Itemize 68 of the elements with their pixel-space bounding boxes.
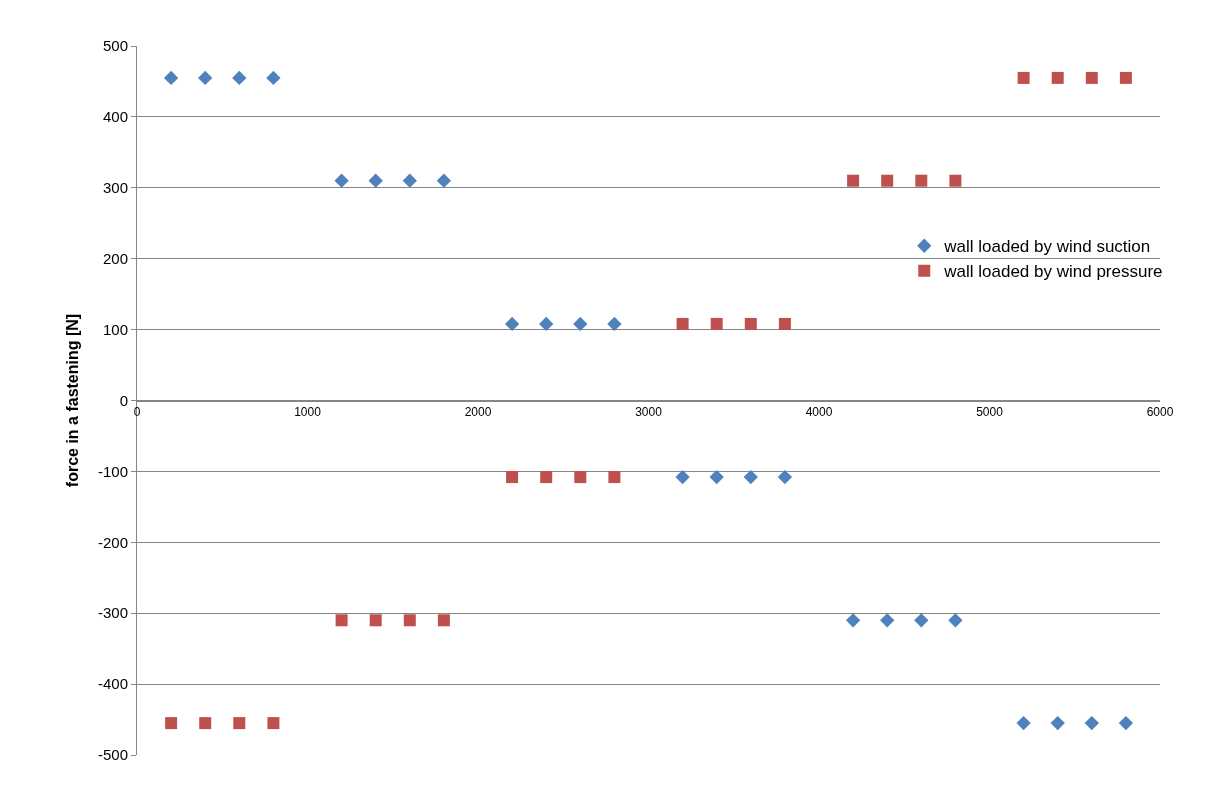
y-tick-label: 400 [102, 108, 128, 126]
point [335, 614, 348, 627]
point [709, 469, 724, 485]
point [1050, 715, 1065, 731]
point [607, 316, 622, 332]
point [334, 173, 349, 188]
point [675, 469, 690, 485]
point [436, 173, 452, 188]
point [540, 471, 553, 484]
legend-label: wall loaded by wind suction [943, 237, 1151, 257]
point [881, 174, 894, 187]
x-tick-label: 5000 [976, 404, 1004, 419]
point [880, 613, 895, 628]
point [163, 70, 179, 86]
point [1017, 71, 1030, 84]
point [949, 174, 962, 187]
point [506, 471, 519, 484]
point [914, 613, 929, 628]
point [845, 613, 861, 628]
x-tick-label: 1000 [294, 404, 322, 419]
y-axis-title: force in a fastening [N] [63, 313, 81, 488]
point [948, 613, 963, 628]
point [608, 471, 621, 484]
y-tick-label: 300 [102, 179, 128, 197]
point [778, 317, 791, 330]
y-tick-label: -400 [97, 675, 128, 693]
point [1084, 715, 1099, 731]
legend-label: wall loaded by wind pressure [943, 262, 1163, 282]
point [847, 174, 860, 187]
point [267, 717, 280, 730]
point [199, 717, 212, 730]
y-tick-label: 500 [102, 37, 128, 55]
point [437, 614, 450, 627]
point [573, 316, 588, 332]
y-tick-label: 200 [102, 249, 128, 267]
point [1119, 71, 1132, 84]
point [403, 614, 416, 627]
point [539, 316, 554, 332]
point [744, 317, 757, 330]
point [574, 471, 587, 484]
point [504, 316, 520, 332]
point [915, 174, 928, 187]
point [676, 317, 689, 330]
point [743, 469, 758, 485]
x-tick-label: 3000 [635, 404, 663, 419]
y-tick-label: 100 [102, 320, 128, 338]
point [266, 70, 281, 86]
point [1016, 715, 1031, 731]
point [1118, 715, 1134, 731]
x-tick-label: 4000 [805, 404, 833, 419]
point [369, 614, 382, 627]
point [402, 173, 417, 188]
point [710, 317, 723, 330]
y-tick-label: -200 [97, 533, 128, 551]
x-tick-label: 0 [133, 404, 141, 419]
y-tick-label: -300 [97, 604, 128, 622]
point [777, 469, 793, 485]
point [198, 70, 213, 86]
y-tick-label: -100 [97, 462, 128, 480]
point [165, 717, 178, 730]
point [233, 717, 246, 730]
point [368, 173, 383, 188]
x-tick-label: 6000 [1146, 404, 1174, 419]
x-tick-label: 2000 [464, 404, 492, 419]
y-tick-label: -500 [97, 746, 128, 764]
point [232, 70, 247, 86]
point [1085, 71, 1098, 84]
point [1051, 71, 1064, 84]
